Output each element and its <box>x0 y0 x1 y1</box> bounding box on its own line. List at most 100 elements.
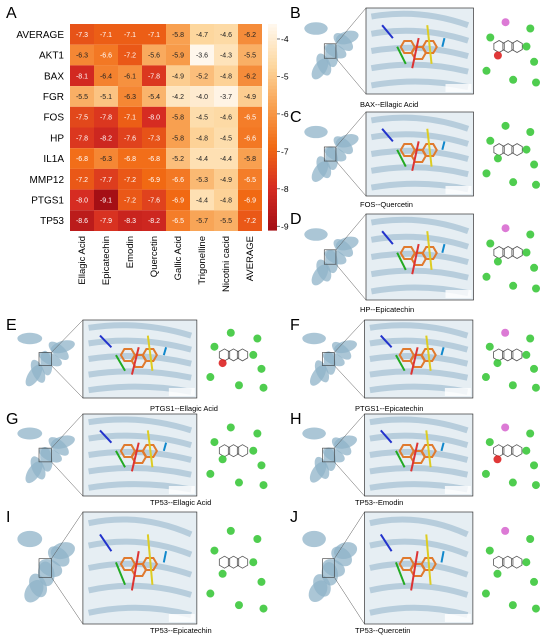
interacting-residue-node <box>530 461 539 470</box>
colorbar-segment <box>268 140 277 145</box>
panel-letter-j: J <box>290 509 298 526</box>
heatmap-cell <box>70 189 94 211</box>
heatmap-column-label: Nicotini cacid <box>221 236 232 292</box>
legend-box <box>444 614 471 622</box>
interacting-residue-node <box>234 381 243 390</box>
residue-stick <box>162 442 168 452</box>
caption-panel-d: HP--Epicatechin <box>360 305 415 314</box>
residue-stick <box>411 243 420 275</box>
protein-helix-shape <box>50 340 75 354</box>
colorbar-segment <box>268 212 277 217</box>
heatmap-cell-value: -6.8 <box>124 156 136 163</box>
zoom-connector-line <box>334 319 365 353</box>
protein-helix-shape <box>334 435 358 449</box>
heatmap-cell-value: -5.9 <box>172 53 184 60</box>
heatmap-cell-value: -7.8 <box>100 115 112 122</box>
protein-helix-shape <box>316 259 332 282</box>
zoom-connector-line <box>335 264 367 301</box>
protein-helix-shape <box>316 156 332 179</box>
residue-stick <box>381 230 394 245</box>
interacting-residue-node <box>532 180 541 189</box>
heatmap-cell <box>238 44 262 66</box>
colorbar-segment <box>268 137 277 142</box>
colorbar-segment <box>268 68 277 73</box>
heatmap-cell-value: -6.5 <box>244 177 256 184</box>
heatmap-cell <box>94 127 118 149</box>
caption-panel-f: PTGS1--Epicatechin <box>355 404 424 413</box>
heatmap-cell <box>94 210 118 231</box>
zoom-connector-line <box>51 511 84 559</box>
heatmap-cell <box>94 168 118 190</box>
interacting-residue-node <box>249 350 258 359</box>
colorbar-segment <box>268 195 277 200</box>
heatmap-cell <box>142 24 166 45</box>
legend-box <box>444 388 471 396</box>
heatmap-column-label: Emodin <box>125 236 136 268</box>
ligand-2d-ring <box>493 555 505 569</box>
zoom-connector-line <box>335 7 367 44</box>
protein-helix-shape <box>322 559 345 577</box>
residue-stick <box>395 354 406 372</box>
heatmap-cell <box>70 148 94 169</box>
interacting-residue-node <box>206 373 215 382</box>
heatmap-cell <box>190 106 214 128</box>
interacting-residue-node <box>485 438 494 447</box>
colorbar-segment <box>268 61 277 66</box>
interacting-residue-node <box>501 18 510 27</box>
residue-stick <box>396 252 407 271</box>
interacting-residue-node <box>249 446 258 455</box>
heatmap-cell <box>118 127 142 149</box>
colorbar-segment <box>268 92 277 97</box>
heatmap-row-label: IL1A <box>43 154 64 165</box>
interacting-residue-node <box>526 128 535 136</box>
heatmap-cell <box>214 24 238 45</box>
caption-panel-c: FOS--Quercetin <box>360 200 413 209</box>
heatmap-cell <box>238 168 262 190</box>
heatmap-cell <box>190 148 214 169</box>
interacting-residue-node <box>532 284 541 293</box>
colorbar-segment <box>268 199 277 204</box>
heatmap-cell-value: -4.8 <box>220 73 232 80</box>
interacting-residue-node <box>522 350 531 359</box>
heatmap-cell <box>118 210 142 231</box>
protein-helix-shape <box>17 427 43 440</box>
heatmap-cell-value: -5.7 <box>196 218 208 225</box>
interacting-residue-node <box>522 446 531 455</box>
heatmap-cell <box>238 148 262 169</box>
colorbar-segment <box>268 151 277 156</box>
colorbar-segment <box>268 164 277 169</box>
colorbar-segment <box>268 120 277 125</box>
heatmap-cell-value: -5.3 <box>196 177 208 184</box>
binding-site-box <box>323 43 337 59</box>
interacting-residue-node <box>481 373 490 382</box>
heatmap-cell-value: -4.4 <box>196 156 208 163</box>
residue-stick <box>410 442 419 472</box>
heatmap-cell <box>94 86 118 107</box>
heatmap-cell-value: -7.2 <box>244 218 256 225</box>
interacting-residue-node <box>210 546 219 555</box>
residue-stick <box>381 24 394 39</box>
colorbar-tick-label: -4 <box>281 34 289 44</box>
protein-helix-shape <box>38 447 62 463</box>
interacting-residue-node <box>522 558 531 567</box>
protein-ribbon <box>369 353 469 367</box>
heatmap-cell-value: -7.3 <box>148 135 160 142</box>
ligand-2d-ring <box>502 444 514 458</box>
docking-panel-b <box>304 7 541 95</box>
protein-helix-shape <box>38 351 62 367</box>
heatmap-cell <box>70 44 94 66</box>
heatmap-cell <box>166 148 190 169</box>
interacting-residue-node <box>210 342 219 351</box>
protein-helix-shape <box>324 249 347 265</box>
interacting-residue-node <box>257 577 266 586</box>
interacting-residue-node <box>481 589 490 598</box>
heatmap-cell <box>166 210 190 231</box>
caption-panel-i: TP53--Epicatechin <box>150 626 212 635</box>
colorbar-segment <box>268 216 277 221</box>
interacting-residue-node <box>234 601 243 610</box>
protein-ribbon <box>369 432 469 449</box>
zoom-connector-line <box>334 511 365 559</box>
heatmap-column-label: AVERAGE <box>245 236 256 281</box>
residue-stick <box>425 534 432 585</box>
interacting-residue-node <box>493 257 502 266</box>
